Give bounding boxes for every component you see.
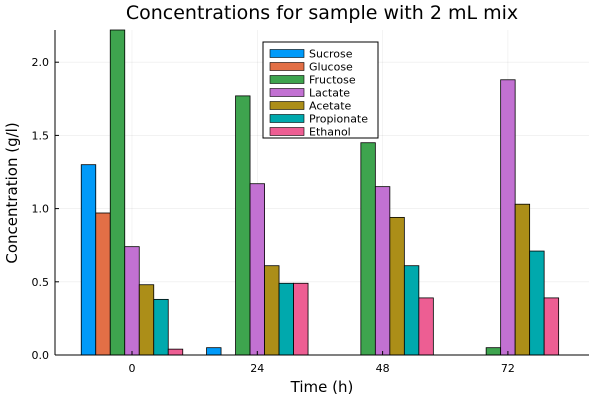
legend-swatch-acetate bbox=[269, 101, 305, 110]
legend-swatch-propionate bbox=[269, 114, 305, 123]
legend-swatch-glucose bbox=[269, 62, 305, 71]
bar-sucrose-24 bbox=[206, 347, 222, 356]
legend-label-lactate: Lactate bbox=[309, 87, 350, 100]
bar-ethanol-48 bbox=[418, 297, 434, 356]
legend-label-sucrose: Sucrose bbox=[309, 48, 353, 61]
bar-acetate-48 bbox=[389, 216, 405, 356]
chart-title: Concentrations for sample with 2 mL mix bbox=[126, 2, 518, 24]
bar-fructose-72 bbox=[485, 347, 502, 356]
bar-fructose-48 bbox=[360, 142, 376, 356]
bar-lactate-0 bbox=[124, 246, 140, 356]
bar-ethanol-72 bbox=[543, 297, 560, 356]
y-tick-label: 0.5 bbox=[32, 276, 50, 289]
x-tick-label: 24 bbox=[250, 362, 264, 375]
x-axis-label: Time (h) bbox=[290, 378, 354, 396]
legend-swatch-ethanol bbox=[269, 127, 305, 136]
bar-fructose-24 bbox=[235, 95, 251, 356]
x-tick-label: 48 bbox=[376, 362, 390, 375]
x-tick-label: 0 bbox=[129, 362, 136, 375]
bar-acetate-72 bbox=[514, 203, 531, 356]
y-tick-label: 0.0 bbox=[32, 349, 50, 362]
legend-label-propionate: Propionate bbox=[309, 113, 368, 126]
bar-sucrose-0 bbox=[80, 164, 97, 356]
bar-acetate-24 bbox=[264, 265, 280, 356]
tick-labels: 0.0 0.5 1.0 1.5 2.0 0 24 48 72 bbox=[32, 56, 515, 375]
legend-label-glucose: Glucose bbox=[309, 61, 353, 74]
legend-swatch-fructose bbox=[269, 75, 305, 84]
bar-propionate-24 bbox=[278, 282, 294, 356]
bar-propionate-48 bbox=[403, 265, 420, 356]
bar-lactate-72 bbox=[500, 79, 516, 356]
axes bbox=[54, 30, 589, 356]
y-axis-label: Concentration (g/l) bbox=[3, 122, 21, 263]
bar-lactate-48 bbox=[374, 186, 391, 356]
bar-lactate-24 bbox=[249, 183, 265, 356]
legend-label-acetate: Acetate bbox=[309, 100, 352, 113]
legend-label-ethanol: Ethanol bbox=[309, 126, 351, 139]
bars bbox=[80, 29, 560, 356]
y-tick-label: 1.0 bbox=[32, 203, 50, 216]
bar-propionate-72 bbox=[529, 250, 545, 356]
bar-fructose-0 bbox=[109, 29, 126, 356]
bar-ethanol-24 bbox=[293, 282, 309, 356]
x-tick-label: 72 bbox=[501, 362, 515, 375]
bar-propionate-0 bbox=[153, 298, 169, 356]
bar-acetate-0 bbox=[138, 284, 155, 356]
legend: SucroseGlucoseFructoseLactateAcetateProp… bbox=[262, 41, 379, 139]
y-tick-label: 1.5 bbox=[32, 129, 50, 142]
legend-swatch-sucrose bbox=[269, 49, 305, 58]
bar-glucose-0 bbox=[95, 212, 111, 356]
bar-ethanol-0 bbox=[167, 348, 184, 356]
legend-swatch-lactate bbox=[269, 88, 305, 97]
legend-label-fructose: Fructose bbox=[309, 74, 356, 87]
y-tick-label: 2.0 bbox=[32, 56, 50, 69]
